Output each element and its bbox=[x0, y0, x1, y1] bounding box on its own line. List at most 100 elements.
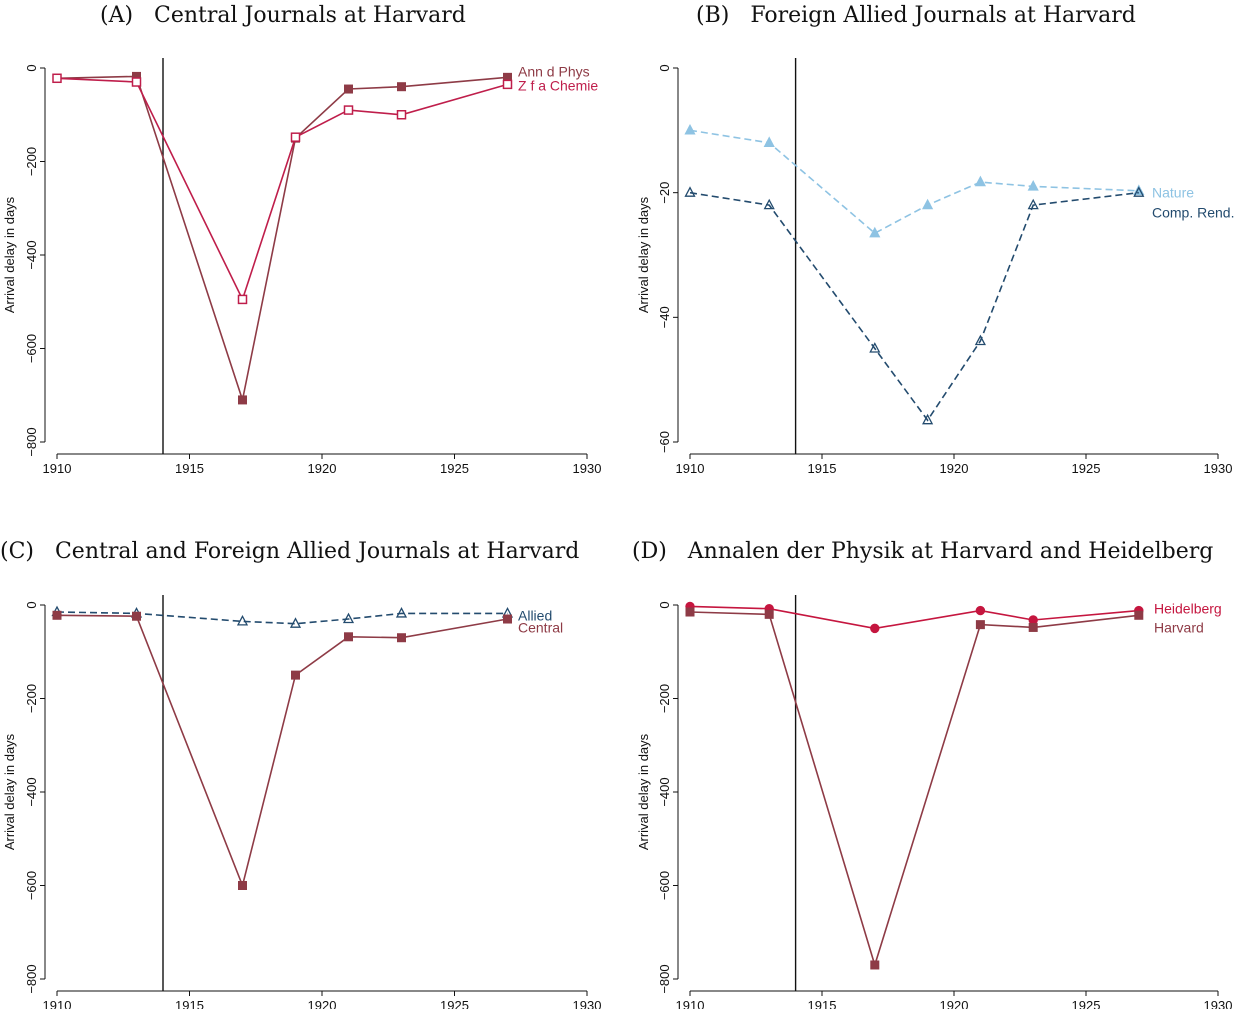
y-tick-label: 0 bbox=[24, 64, 39, 71]
chart-panel-d: (D) Annalen der Physik at Harvard and He… bbox=[632, 539, 1232, 1009]
y-tick-label: −800 bbox=[24, 964, 39, 993]
data-point bbox=[132, 611, 141, 621]
panel-title: (D) Annalen der Physik at Harvard and He… bbox=[632, 539, 1213, 564]
data-point bbox=[344, 84, 353, 94]
y-tick-label: −200 bbox=[24, 684, 39, 713]
data-point bbox=[238, 395, 247, 405]
y-tick-label: −600 bbox=[657, 871, 672, 900]
legend-label: Ann d Phys bbox=[518, 64, 590, 80]
series-nature: Nature bbox=[684, 123, 1194, 238]
chart-panel-a: (A) Central Journals at Harvard 0 −200 −400… bbox=[2, 3, 601, 476]
series-line bbox=[689, 605, 1139, 630]
x-tick-label: 1920 bbox=[308, 998, 337, 1009]
y-tick-label: −400 bbox=[24, 240, 39, 269]
x-tick-label: 1910 bbox=[676, 998, 705, 1009]
y-tick-label: 0 bbox=[24, 601, 39, 608]
series-line bbox=[56, 614, 508, 889]
data-point bbox=[869, 342, 881, 353]
data-point bbox=[502, 79, 513, 90]
data-point bbox=[1134, 610, 1144, 620]
y-axis-label: Arrival delay in days bbox=[2, 196, 17, 313]
data-point bbox=[684, 123, 696, 135]
data-point bbox=[870, 960, 880, 970]
data-point bbox=[290, 132, 301, 142]
data-point bbox=[1133, 186, 1145, 197]
data-point bbox=[238, 881, 247, 890]
chart-panel-b: (B) Foreign Allied Journals at Harvard 0 −… bbox=[636, 3, 1234, 476]
data-point bbox=[975, 605, 986, 616]
x-tick-label: 1910 bbox=[43, 998, 72, 1009]
x-tick-label: 1915 bbox=[808, 998, 837, 1009]
y-tick-label: −200 bbox=[24, 147, 39, 176]
y-axis-label: Arrival delay in days bbox=[636, 733, 651, 850]
x-tick-label: 1920 bbox=[940, 461, 969, 476]
legend-label: Harvard bbox=[1154, 620, 1204, 636]
data-point bbox=[237, 294, 248, 305]
x-tick-label: 1930 bbox=[1204, 461, 1233, 476]
y-tick-label: −800 bbox=[24, 427, 39, 456]
y-tick-label: 0 bbox=[657, 601, 672, 608]
series-line bbox=[56, 75, 508, 404]
y-axis-label: Arrival delay in days bbox=[2, 733, 17, 850]
data-point bbox=[397, 82, 406, 92]
data-point bbox=[236, 614, 249, 626]
data-point bbox=[52, 610, 62, 620]
series-line bbox=[689, 129, 1139, 235]
y-tick-label: −400 bbox=[24, 777, 39, 806]
series-line bbox=[56, 77, 508, 302]
data-point bbox=[870, 623, 880, 634]
series-line bbox=[56, 611, 508, 625]
series-line bbox=[689, 191, 1139, 422]
x-tick-label: 1930 bbox=[573, 998, 602, 1009]
y-tick-label: −60 bbox=[657, 431, 672, 453]
y-axis-label: Arrival delay in days bbox=[636, 196, 651, 313]
legend-label: Z f a Chemie bbox=[518, 78, 598, 94]
data-point bbox=[922, 413, 934, 425]
x-tick-label: 1920 bbox=[940, 998, 969, 1009]
data-point bbox=[763, 136, 775, 147]
legend-label: Heidelberg bbox=[1154, 601, 1222, 617]
data-point bbox=[974, 334, 986, 346]
x-tick-label: 1925 bbox=[440, 461, 469, 476]
x-tick-label: 1915 bbox=[175, 461, 204, 476]
legend-label: Nature bbox=[1152, 185, 1194, 201]
legend-label: Allied bbox=[518, 608, 552, 624]
data-point bbox=[685, 607, 695, 617]
y-tick-label: −20 bbox=[657, 182, 672, 204]
data-point bbox=[1028, 622, 1038, 632]
x-tick-label: 1910 bbox=[676, 461, 705, 476]
panel-title: (C) Central and Foreign Allied Journals … bbox=[0, 539, 579, 564]
data-point bbox=[869, 226, 881, 238]
data-point bbox=[289, 617, 302, 628]
series-line bbox=[689, 611, 1139, 968]
legend-label: Comp. Rend. bbox=[1152, 205, 1234, 221]
data-point bbox=[343, 105, 354, 115]
series-comp-rend: Comp. Rend. bbox=[684, 186, 1234, 425]
x-tick-label: 1925 bbox=[1072, 998, 1101, 1009]
panel-title: (A) Central Journals at Harvard bbox=[100, 3, 466, 28]
y-tick-label: −400 bbox=[657, 777, 672, 806]
series-central: Central bbox=[52, 610, 563, 890]
x-tick-label: 1930 bbox=[573, 461, 602, 476]
x-tick-label: 1925 bbox=[440, 998, 469, 1009]
data-point bbox=[1027, 198, 1039, 210]
data-point bbox=[974, 175, 986, 187]
chart-panel-c: (C) Central and Foreign Allied Journals … bbox=[0, 539, 601, 1009]
x-tick-label: 1925 bbox=[1072, 461, 1101, 476]
data-point bbox=[396, 110, 407, 120]
x-tick-label: 1930 bbox=[1204, 998, 1233, 1009]
data-point bbox=[922, 198, 934, 210]
data-point bbox=[131, 77, 142, 87]
data-point bbox=[397, 633, 406, 643]
x-tick-label: 1910 bbox=[43, 461, 72, 476]
y-tick-label: −600 bbox=[24, 871, 39, 900]
data-point bbox=[684, 186, 696, 197]
data-point bbox=[342, 612, 355, 624]
data-point bbox=[395, 607, 408, 618]
y-tick-label: 0 bbox=[657, 64, 672, 71]
x-tick-label: 1915 bbox=[175, 998, 204, 1009]
y-tick-label: −40 bbox=[657, 306, 672, 328]
data-point bbox=[344, 632, 353, 642]
data-point bbox=[291, 670, 300, 680]
